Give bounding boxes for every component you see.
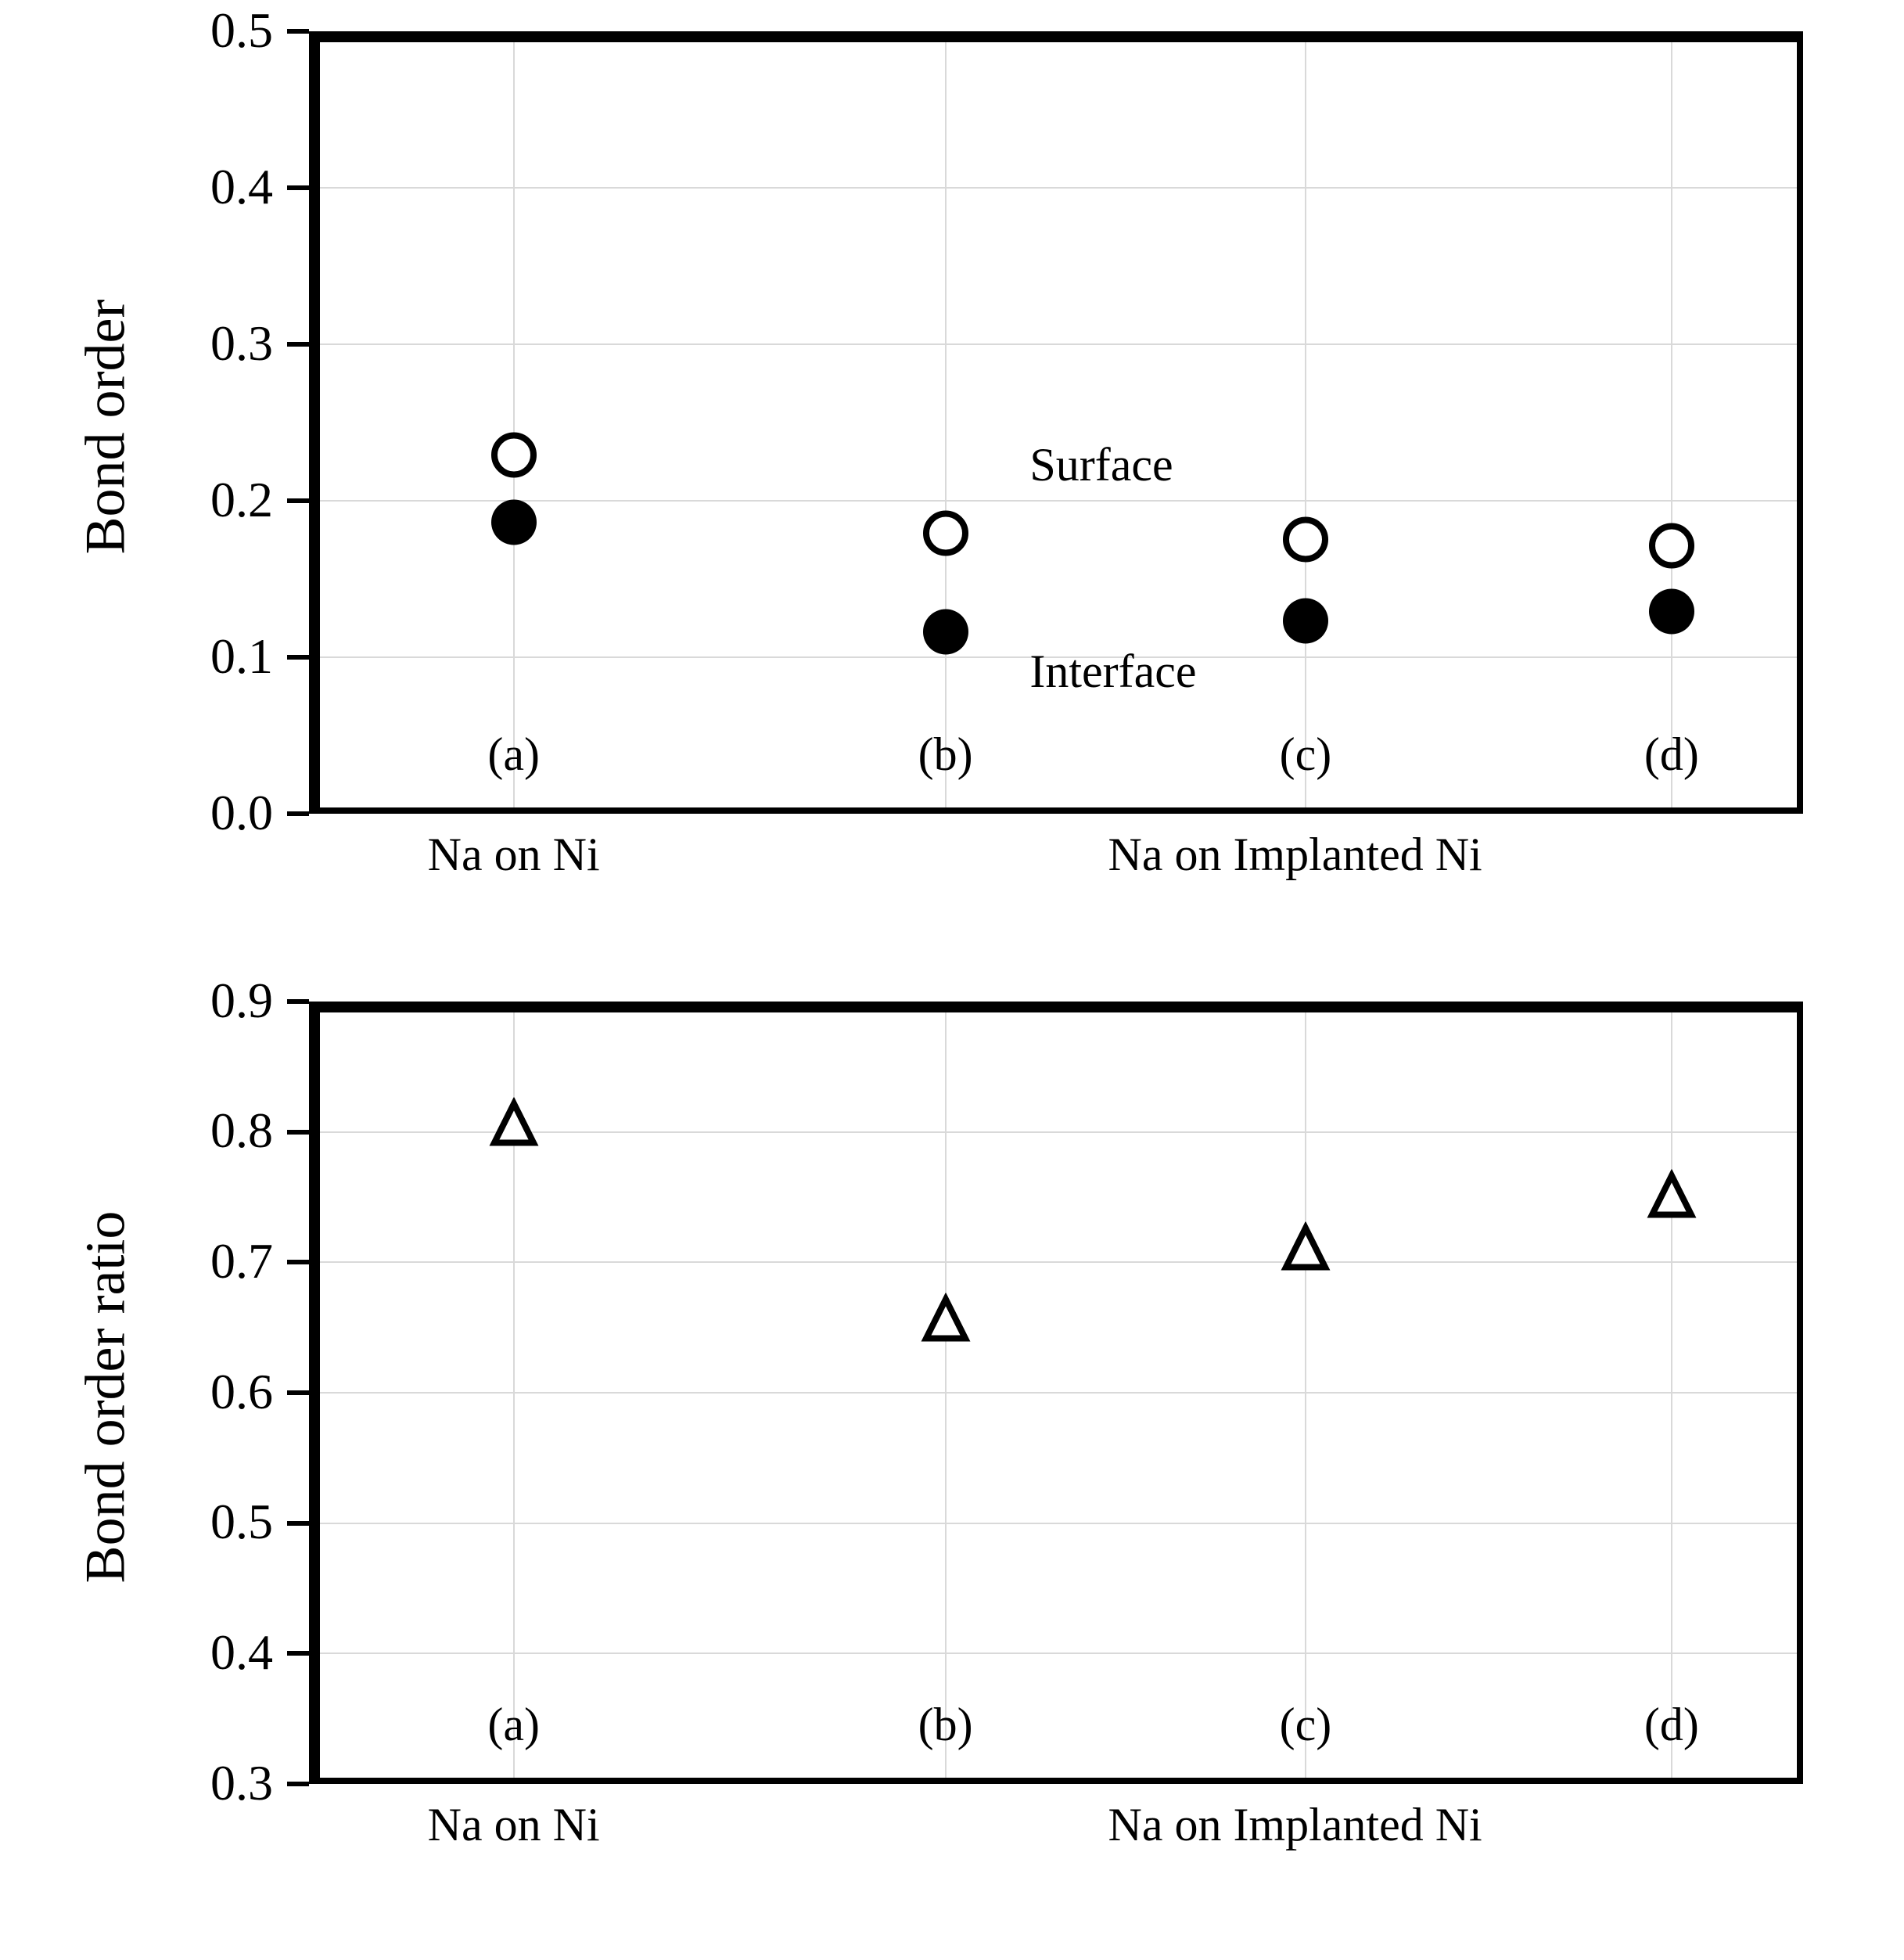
plot-border	[1797, 31, 1803, 814]
marker-ratio	[920, 1293, 972, 1349]
plot-border	[309, 1778, 1803, 1784]
category-label: (a)	[487, 1698, 540, 1752]
gridline-v	[513, 31, 515, 814]
group-label: Na on Ni	[428, 1798, 600, 1852]
gridline-v	[945, 31, 947, 814]
ylabel-bond-order-ratio: Bond order ratio	[74, 1006, 138, 1789]
plot-border	[309, 31, 1803, 42]
ylabel-bond-order: Bond order	[74, 36, 138, 818]
plot-area-top: 0.00.10.20.30.40.5SurfaceInterface(a)(b)…	[309, 31, 1803, 814]
marker-ratio	[488, 1098, 540, 1153]
gridline-h	[309, 1261, 1803, 1263]
gridline-v	[1671, 31, 1672, 814]
marker-surface	[1649, 523, 1694, 573]
marker-ratio	[1280, 1221, 1331, 1277]
ytick	[287, 1130, 309, 1135]
yticklabel: 0.7	[210, 1232, 273, 1290]
ytick	[287, 1260, 309, 1264]
marker-interface	[923, 610, 968, 659]
yticklabel: 0.0	[210, 784, 273, 842]
marker-surface	[491, 433, 537, 482]
ytick	[287, 1782, 309, 1786]
yticklabel: 0.4	[210, 1624, 273, 1681]
gridline-h	[309, 343, 1803, 345]
yticklabel: 0.8	[210, 1102, 273, 1160]
yticklabel: 0.1	[210, 628, 273, 685]
ytick	[287, 498, 309, 503]
yticklabel: 0.6	[210, 1363, 273, 1421]
category-label: (c)	[1280, 728, 1332, 782]
yticklabel: 0.3	[210, 1754, 273, 1812]
gridline-v	[1305, 31, 1306, 814]
yticklabel: 0.5	[210, 2, 273, 59]
marker-surface	[923, 511, 968, 560]
yticklabel: 0.9	[210, 972, 273, 1030]
marker-surface	[1283, 517, 1328, 566]
yticklabel: 0.3	[210, 315, 273, 372]
category-label: (a)	[487, 728, 540, 782]
plot-border	[1797, 1002, 1803, 1784]
marker-ratio	[1646, 1170, 1697, 1225]
ytick	[287, 811, 309, 816]
plot-area-bottom: 0.30.40.50.60.70.80.9(a)(b)(c)(d)	[309, 1002, 1803, 1784]
group-label: Na on Implanted Ni	[1108, 1798, 1482, 1852]
gridline-h	[309, 187, 1803, 189]
category-label: (b)	[918, 1698, 973, 1752]
category-label: (d)	[1644, 728, 1699, 782]
ytick	[287, 29, 309, 34]
plot-border	[309, 1002, 1803, 1012]
category-label: (d)	[1644, 1698, 1699, 1752]
marker-interface	[1649, 589, 1694, 638]
figure: Bond order 0.0 0.1 0.2 0.3 0.4 0.5 Surface Inte…	[0, 0, 1904, 1960]
ytick	[287, 1390, 309, 1395]
ytick	[287, 999, 309, 1004]
category-label: (b)	[918, 728, 973, 782]
ytick	[287, 1521, 309, 1526]
series-label-surface: Surface	[1029, 438, 1173, 492]
group-label: Na on Implanted Ni	[1108, 828, 1482, 882]
marker-interface	[491, 500, 537, 549]
yticklabel: 0.4	[210, 158, 273, 216]
plot-border	[309, 31, 320, 814]
ytick	[287, 342, 309, 347]
gridline-h	[309, 1523, 1803, 1524]
gridline-v	[945, 1002, 947, 1784]
ytick	[287, 655, 309, 660]
ytick	[287, 185, 309, 190]
gridline-h	[309, 1392, 1803, 1394]
plot-border	[309, 1002, 320, 1784]
category-label: (c)	[1280, 1698, 1332, 1752]
ytick	[287, 1651, 309, 1656]
yticklabel: 0.2	[210, 471, 273, 529]
gridline-v	[1305, 1002, 1306, 1784]
gridline-v	[1671, 1002, 1672, 1784]
gridline-h	[309, 1653, 1803, 1654]
marker-interface	[1283, 599, 1328, 648]
yticklabel: 0.5	[210, 1493, 273, 1551]
series-label-interface: Interface	[1029, 645, 1196, 699]
plot-border	[309, 807, 1803, 814]
group-label: Na on Ni	[428, 828, 600, 882]
